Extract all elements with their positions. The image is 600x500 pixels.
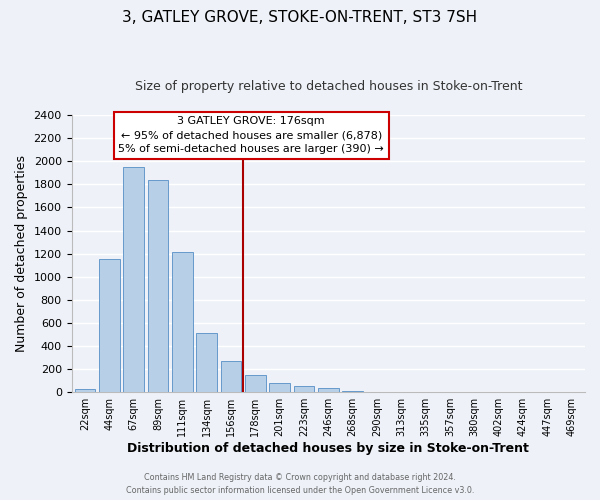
Text: 3 GATLEY GROVE: 176sqm
← 95% of detached houses are smaller (6,878)
5% of semi-d: 3 GATLEY GROVE: 176sqm ← 95% of detached… [118,116,384,154]
Bar [123,167,144,392]
Bar [342,391,363,392]
Y-axis label: Number of detached properties: Number of detached properties [15,155,28,352]
Bar [99,260,119,392]
Bar [293,386,314,392]
Text: 3, GATLEY GROVE, STOKE-ON-TRENT, ST3 7SH: 3, GATLEY GROVE, STOKE-ON-TRENT, ST3 7SH [122,10,478,25]
Text: Contains HM Land Registry data © Crown copyright and database right 2024.
Contai: Contains HM Land Registry data © Crown c… [126,474,474,495]
Bar [148,180,168,392]
Bar [221,361,241,392]
Bar [245,375,266,392]
Bar [269,383,290,392]
Title: Size of property relative to detached houses in Stoke-on-Trent: Size of property relative to detached ho… [134,80,522,93]
Bar [74,390,95,392]
X-axis label: Distribution of detached houses by size in Stoke-on-Trent: Distribution of detached houses by size … [127,442,529,455]
Bar [172,252,193,392]
Bar [196,334,217,392]
Bar [318,388,338,392]
